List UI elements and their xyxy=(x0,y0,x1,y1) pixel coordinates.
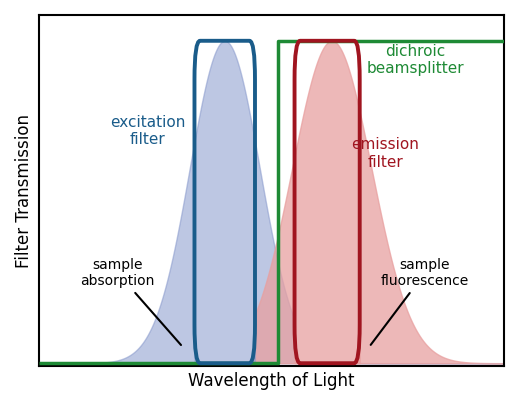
Text: sample
absorption: sample absorption xyxy=(80,258,181,345)
FancyBboxPatch shape xyxy=(295,41,360,363)
Text: emission
filter: emission filter xyxy=(351,137,419,170)
FancyBboxPatch shape xyxy=(195,41,255,363)
X-axis label: Wavelength of Light: Wavelength of Light xyxy=(188,372,354,390)
Y-axis label: Filter Transmission: Filter Transmission xyxy=(15,114,33,268)
Text: excitation
filter: excitation filter xyxy=(110,115,186,147)
Text: sample
fluorescence: sample fluorescence xyxy=(371,258,469,345)
Text: dichroic
beamsplitter: dichroic beamsplitter xyxy=(367,44,465,76)
